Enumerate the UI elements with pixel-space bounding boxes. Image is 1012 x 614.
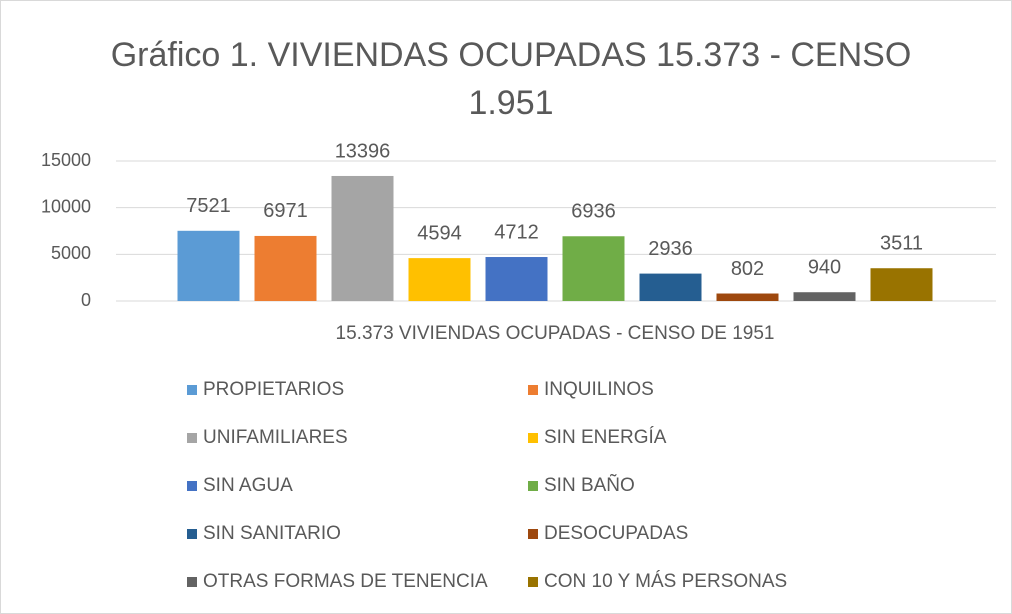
y-tick-label: 10000 xyxy=(41,196,91,216)
data-label: 4594 xyxy=(417,222,462,244)
legend-label: SIN BAÑO xyxy=(544,474,635,496)
data-label: 6936 xyxy=(571,201,616,223)
y-tick-label: 5000 xyxy=(51,243,91,263)
legend-label: PROPIETARIOS xyxy=(203,379,344,400)
data-label: 7521 xyxy=(186,195,231,217)
y-tick-label: 0 xyxy=(81,290,91,310)
legend-swatch xyxy=(187,577,197,587)
data-label: 4712 xyxy=(494,221,539,243)
bar xyxy=(408,258,471,301)
legend-label: SIN AGUA xyxy=(203,475,293,496)
legend-swatch xyxy=(528,385,538,395)
data-label: 940 xyxy=(808,257,841,279)
legend-label: CON 10 Y MÁS PERSONAS xyxy=(544,571,787,592)
bar xyxy=(177,230,240,301)
bar xyxy=(485,257,548,301)
bar xyxy=(331,175,394,301)
legend-swatch xyxy=(187,433,197,443)
data-label: 13396 xyxy=(335,140,391,162)
legend-swatch xyxy=(528,481,538,491)
legend-label: SIN ENERGÍA xyxy=(544,427,667,448)
x-tick-label: 15.373 VIVIENDAS OCUPADAS - CENSO DE 195… xyxy=(336,323,775,344)
bar xyxy=(793,292,856,301)
bar xyxy=(562,236,625,301)
legend-label: UNIFAMILIARES xyxy=(203,427,348,448)
data-label: 2936 xyxy=(648,238,693,260)
data-label: 802 xyxy=(731,258,764,280)
legend-label: DESOCUPADAS xyxy=(544,523,688,544)
legend-swatch xyxy=(187,385,197,395)
legend-swatch xyxy=(187,481,197,491)
y-tick-label: 15000 xyxy=(41,150,91,170)
legend-swatch xyxy=(528,577,538,587)
bar xyxy=(639,273,702,301)
legend-swatch xyxy=(528,529,538,539)
legend-label: INQUILINOS xyxy=(544,379,654,400)
chart-title: Gráfico 1. VIVIENDAS OCUPADAS 15.373 - C… xyxy=(110,36,912,122)
bar xyxy=(716,293,779,301)
legend-swatch xyxy=(187,529,197,539)
legend-swatch xyxy=(528,433,538,443)
data-label: 6971 xyxy=(263,200,308,222)
legend-label: OTRAS FORMAS DE TENENCIA xyxy=(203,571,488,592)
bar xyxy=(870,268,933,301)
data-label: 3511 xyxy=(880,233,923,255)
legend-label: SIN SANITARIO xyxy=(203,523,341,544)
bar xyxy=(254,235,317,301)
